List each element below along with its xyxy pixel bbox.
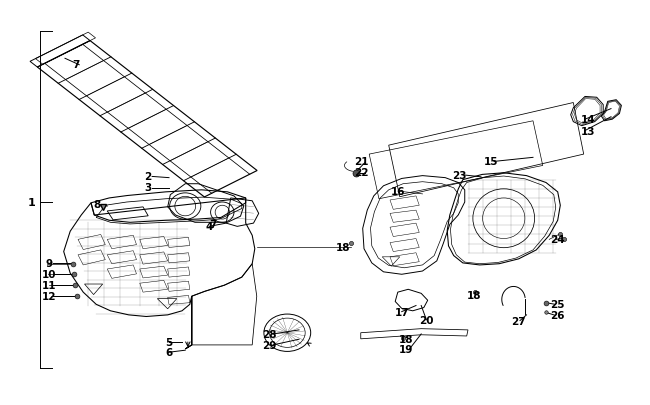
Text: 23: 23 [452,171,466,180]
Text: 21: 21 [354,157,369,167]
Text: 4: 4 [205,222,213,232]
Text: 18: 18 [336,242,350,252]
Text: 1: 1 [27,198,35,207]
Text: 18: 18 [467,291,482,301]
Text: 9: 9 [46,258,53,268]
Text: 29: 29 [263,340,277,350]
Text: 19: 19 [398,344,413,354]
Text: 7: 7 [72,60,80,70]
Text: 25: 25 [551,300,565,309]
Text: 17: 17 [395,307,409,317]
Text: 26: 26 [551,311,565,320]
Text: 14: 14 [581,115,595,125]
Text: 11: 11 [42,280,57,290]
Text: 12: 12 [42,291,57,301]
Text: 16: 16 [391,187,405,196]
Text: 6: 6 [165,347,173,357]
Text: 18: 18 [398,334,413,344]
Text: 2: 2 [144,171,152,181]
Text: 5: 5 [165,337,173,347]
Text: 27: 27 [512,316,526,326]
Text: 13: 13 [581,126,595,136]
Text: 20: 20 [419,315,434,325]
Text: 22: 22 [354,168,369,178]
Text: 15: 15 [484,157,498,167]
Text: 3: 3 [144,183,152,192]
Text: 28: 28 [263,329,277,339]
Text: 7: 7 [209,220,216,230]
Text: 8: 8 [94,200,101,209]
Text: 24: 24 [551,235,565,245]
Text: 10: 10 [42,269,57,279]
